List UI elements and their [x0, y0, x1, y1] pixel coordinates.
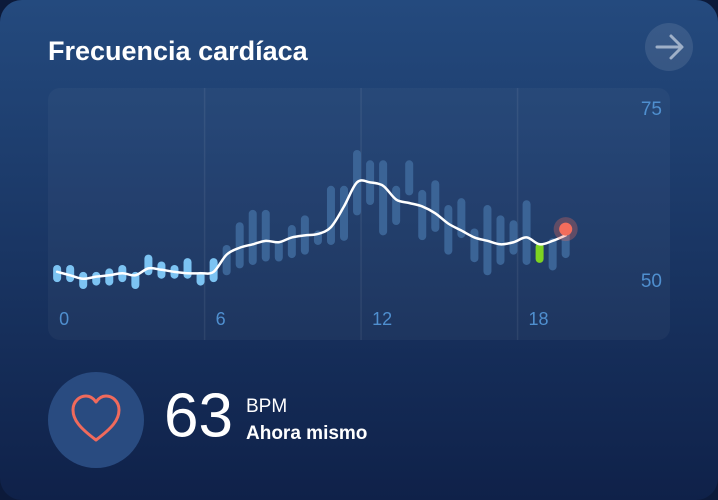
range-bar: [235, 222, 244, 269]
range-bar: [274, 240, 283, 262]
range-bar: [392, 185, 401, 226]
range-bar: [548, 238, 557, 271]
reading-unit: BPM: [246, 396, 287, 417]
card-title: Frecuencia cardíaca: [48, 36, 309, 66]
range-bar: [496, 215, 505, 265]
range-bar: [66, 264, 75, 283]
range-bar: [287, 225, 296, 259]
range-bar: [444, 205, 453, 255]
range-bar: [470, 228, 479, 263]
range-bar: [105, 268, 114, 286]
y-tick-label: 50: [641, 271, 662, 292]
range-bar: [79, 271, 88, 290]
range-bar: [340, 185, 349, 241]
range-bar: [144, 254, 153, 276]
range-bar: [418, 189, 427, 241]
heart-icon: [71, 394, 121, 442]
current-point: [559, 222, 573, 236]
range-bar: [196, 271, 205, 286]
range-bar: [92, 271, 101, 286]
x-tick-label: 6: [216, 309, 226, 329]
range-bar: [326, 185, 335, 245]
range-bar: [509, 220, 518, 255]
range-bar: [431, 180, 440, 232]
range-bar: [209, 258, 218, 283]
chart: 0 6 12 18 50 75: [53, 88, 662, 340]
range-bar: [53, 264, 62, 283]
x-tick-label: 18: [529, 309, 549, 329]
y-tick-label: 75: [641, 99, 662, 120]
heart-badge: [48, 372, 144, 468]
x-tick-label: 0: [59, 309, 69, 329]
range-bar: [261, 209, 270, 262]
average-line: [55, 179, 567, 280]
open-button[interactable]: [645, 23, 693, 71]
x-tick-label: 12: [372, 309, 392, 329]
range-bar: [522, 200, 531, 265]
range-bar: [379, 160, 388, 236]
range-bar: [535, 242, 544, 263]
range-bar: [405, 160, 414, 196]
range-bar: [248, 209, 257, 265]
reading-value: 63: [164, 381, 233, 450]
range-bar: [183, 258, 192, 279]
reading-caption: Ahora mismo: [246, 423, 367, 444]
